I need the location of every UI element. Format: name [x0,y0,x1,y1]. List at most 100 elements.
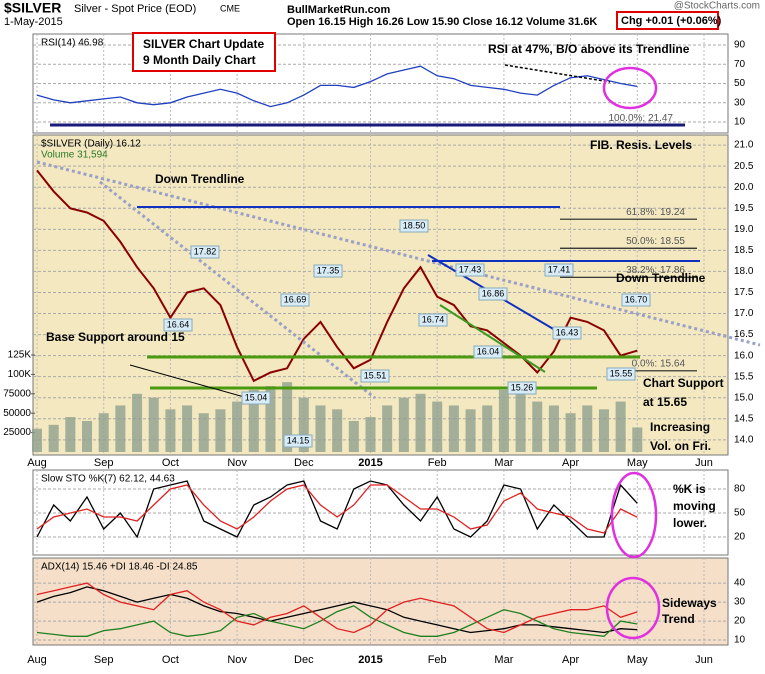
series-line [36,582,638,634]
fib-label: 61.8%: 19.24 [626,207,685,218]
price-callout-bg [606,367,636,381]
x-tick-label: Jun [695,457,713,469]
price-callout-bg [283,434,313,448]
price-callout-bg [399,219,429,233]
trend-line [36,160,761,347]
annotation: RSI at 47%, B/O above its Trendline [488,42,690,56]
volume-bar [248,389,259,452]
volume-bar [398,397,409,452]
price-callout: 16.04 [477,346,500,356]
volume-bar [382,405,393,452]
trend-line [99,180,376,400]
x-tick-label: Aug [27,457,47,469]
price-callout-bg [360,369,390,383]
series-line [36,605,638,637]
volume-bar [65,417,76,452]
volume-bar [448,405,459,452]
volume-bar [82,420,93,452]
y-tick-label: 70 [734,59,746,70]
y-tick-label: 30 [734,97,746,108]
price-callout-bg [552,326,582,340]
y-tick-label: 21.0 [734,140,754,151]
x-tick-label: 2015 [358,457,382,469]
y2-tick-label: 100K [8,369,32,380]
y-tick-label: 19.0 [734,224,754,235]
fib-label: 100.0%: 21.47 [609,113,674,124]
y-tick-label: 20.5 [734,161,754,172]
volume-bar [515,393,526,452]
legend-volume: Volume 31,594 [41,150,108,161]
volume-bar [348,420,359,452]
price-callout-bg [313,264,343,278]
y-tick-label: 80 [734,484,746,495]
price-callout-bg [190,245,220,259]
x-tick-label: May [627,457,648,469]
x-tick-label: Mar [494,654,513,666]
y-tick-label: 17.0 [734,308,754,319]
price-callout: 16.69 [284,294,307,304]
volume-bar [365,417,376,452]
y-tick-label: 15.0 [734,392,754,403]
x-tick-label: Feb [428,654,447,666]
panel-title: ADX(14) 15.46 +DI 18.46 -DI 24.85 [41,562,198,573]
fib-label: 0.0%: 15.64 [632,358,686,369]
x-tick-label: Nov [227,457,247,469]
annotation: moving [673,499,716,513]
volume-bar [498,389,509,452]
x-tick-label: Oct [162,654,179,666]
volume-bar [182,405,193,452]
y-tick-label: 30 [734,597,746,608]
price-callout-bg [241,391,271,405]
volume-bar [165,409,176,452]
y-tick-label: 16.0 [734,350,754,361]
instrument: Silver - Spot Price (EOD) [74,3,196,15]
y2-tick-label: 75000 [3,388,31,399]
volume-bar [532,401,543,452]
x-tick-label: Oct [162,457,179,469]
price-callout-bg [621,293,651,307]
panel-title: Slow STO %K(7) 62.12, 44.63 [41,474,175,485]
annotation: FIB. Resis. Levels [590,138,692,152]
y-tick-label: 20 [734,616,746,627]
x-tick-label: Dec [294,457,314,469]
x-tick-label: Apr [562,457,579,469]
price-callout: 17.82 [194,246,217,256]
volume-bar [315,405,326,452]
update-text: SILVER Chart Update [143,37,264,51]
trend-line [439,304,546,373]
highlight [602,66,658,110]
volume-bar [582,405,593,452]
price-callout: 16.74 [422,314,445,324]
price-callout: 18.50 [403,220,426,230]
y-tick-label: 19.5 [734,203,754,214]
annotation: Base Support around 15 [46,330,185,344]
change: Chg +0.01 (+0.06%) [621,15,722,27]
y-tick-label: 18.5 [734,245,754,256]
volume-bar [132,393,143,452]
price-callout: 16.43 [556,327,579,337]
change-box [616,11,719,30]
x-tick-label: Mar [494,457,513,469]
volume-bar [48,424,59,452]
series-line [36,65,638,108]
date: 1-May-2015 [4,16,63,28]
update-text: 9 Month Daily Chart [143,53,256,67]
price-callout-bg [455,263,485,277]
y-tick-label: 14.5 [734,413,754,424]
annotation: Increasing [650,420,710,434]
x-tick-label: Sep [94,457,114,469]
series-line [36,484,638,534]
price-callout: 15.04 [245,392,268,402]
quote: Open 16.15 High 16.26 Low 15.90 Close 16… [287,16,597,28]
volume-bar [98,413,109,452]
highlight [610,471,658,559]
volume-bar [282,382,293,452]
x-tick-label: Apr [562,654,579,666]
y-tick-label: 50 [734,78,746,89]
price-callout: 15.51 [364,370,387,380]
price-callout: 17.35 [317,265,340,275]
volume-bar [32,428,42,452]
price-callout-bg [478,287,508,301]
annotation: %K is [673,482,706,496]
